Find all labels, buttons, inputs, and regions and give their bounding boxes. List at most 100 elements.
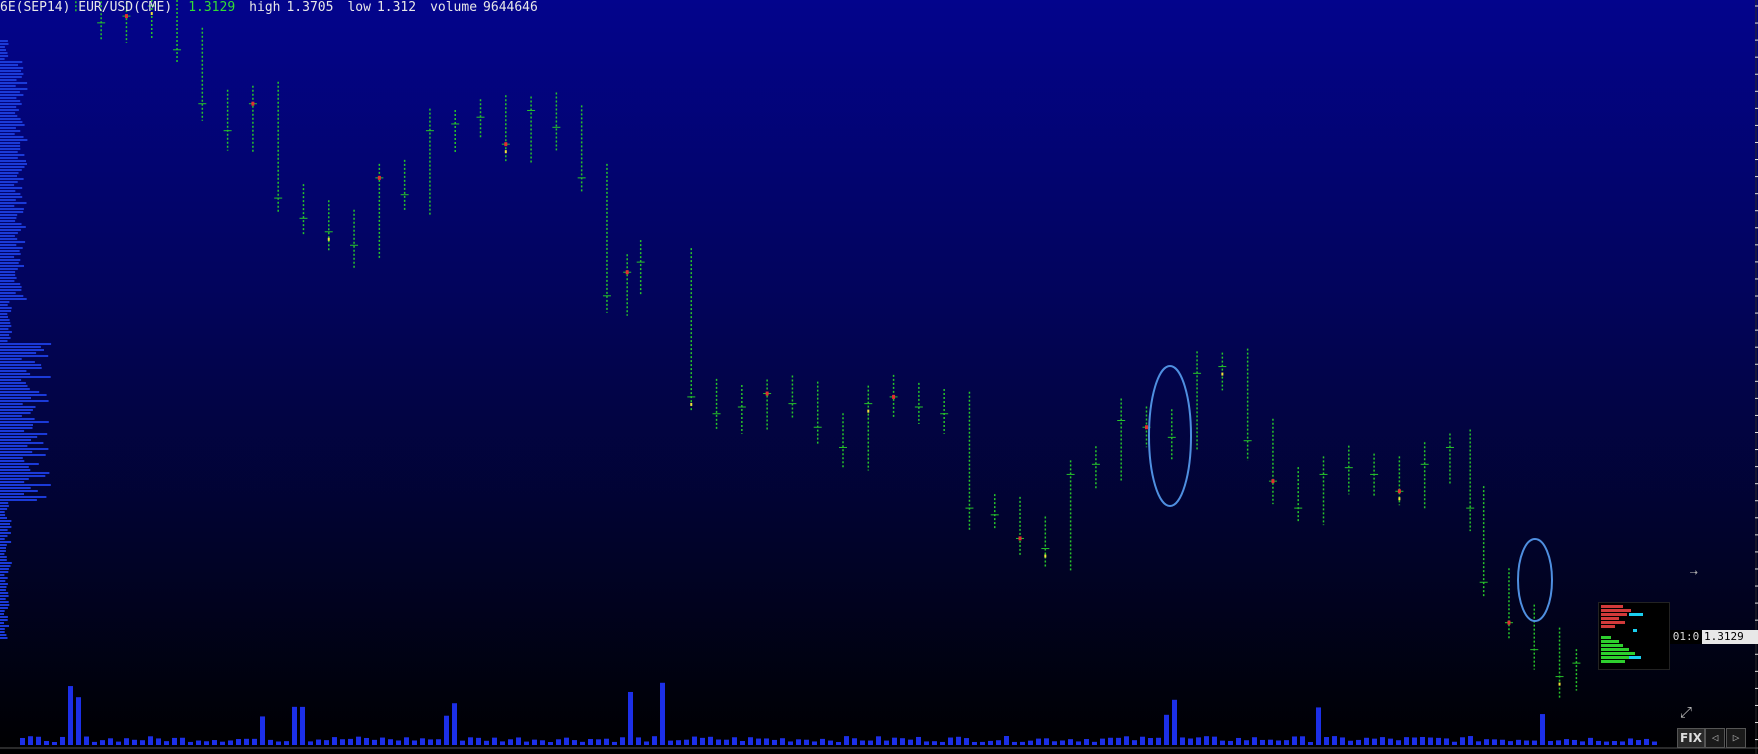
volume-bar bbox=[260, 716, 265, 745]
volume-bar bbox=[228, 740, 233, 745]
volume-bar bbox=[988, 740, 993, 745]
volume-bar bbox=[932, 741, 937, 745]
profile-bar bbox=[0, 286, 22, 288]
profile-bar bbox=[0, 433, 48, 435]
profile-bar bbox=[0, 499, 37, 501]
profile-bar bbox=[0, 151, 18, 153]
profile-bar bbox=[0, 379, 22, 381]
volume-bar bbox=[196, 740, 201, 745]
volume-bar bbox=[836, 741, 841, 745]
profile-bar bbox=[0, 130, 21, 132]
volume-bar bbox=[164, 741, 169, 745]
high-value: 1.3705 bbox=[286, 0, 334, 15]
profile-bar bbox=[0, 487, 31, 489]
volume-bar bbox=[420, 738, 425, 745]
scroll-left-icon[interactable]: ◁ bbox=[1705, 728, 1725, 748]
profile-bar bbox=[0, 568, 9, 570]
high-volume-marker bbox=[377, 175, 381, 180]
volume-bar bbox=[300, 706, 305, 745]
volume-bar bbox=[1212, 736, 1217, 745]
scroll-right-icon[interactable]: ▷ bbox=[1726, 728, 1746, 748]
volume-bar bbox=[1012, 741, 1017, 745]
fix-button[interactable]: FIX bbox=[1677, 728, 1705, 748]
volume-bar bbox=[452, 703, 457, 745]
scroll-right-arrow-icon[interactable]: ⇢ bbox=[1690, 565, 1698, 580]
profile-bar bbox=[0, 436, 38, 438]
volume-bar bbox=[604, 738, 609, 745]
profile-bar bbox=[0, 175, 17, 177]
volume-bar bbox=[252, 738, 257, 745]
profile-bar bbox=[0, 238, 18, 240]
profile-bar bbox=[0, 547, 6, 549]
high-volume-marker bbox=[124, 14, 128, 19]
profile-bar bbox=[0, 475, 46, 477]
profile-bar bbox=[0, 199, 16, 201]
profile-bar bbox=[0, 616, 8, 618]
volume-bar bbox=[548, 741, 553, 745]
volume-bar bbox=[444, 715, 449, 745]
volume-bar bbox=[1452, 741, 1457, 745]
profile-bar bbox=[0, 415, 22, 417]
volume-bar bbox=[1252, 737, 1257, 745]
volume-bar bbox=[1020, 741, 1025, 745]
volume-bar bbox=[1268, 739, 1273, 745]
profile-bar bbox=[0, 43, 9, 45]
volume-bar bbox=[284, 741, 289, 745]
profile-bar bbox=[0, 505, 9, 507]
volume-bar bbox=[1156, 737, 1161, 745]
volume-bar bbox=[868, 740, 873, 745]
profile-bar bbox=[0, 109, 19, 111]
profile-bar bbox=[0, 157, 18, 159]
last-price-marker: 1.3129 bbox=[1702, 630, 1758, 644]
volume-bar bbox=[332, 737, 337, 745]
volume-bar bbox=[1188, 738, 1193, 745]
volume-bar bbox=[1404, 737, 1409, 745]
volume-bar bbox=[1588, 737, 1593, 745]
volume-bar bbox=[340, 739, 345, 745]
high-volume-marker bbox=[625, 270, 629, 275]
volume-bar bbox=[852, 738, 857, 745]
profile-bar bbox=[0, 187, 23, 189]
volume-bar bbox=[916, 736, 921, 745]
profile-bar bbox=[0, 223, 22, 225]
profile-bar bbox=[0, 304, 8, 306]
volume-profile bbox=[0, 40, 52, 639]
profile-bar bbox=[0, 619, 8, 621]
volume-bar bbox=[964, 738, 969, 745]
profile-bar bbox=[0, 418, 35, 420]
volume-bar bbox=[828, 740, 833, 745]
mini-profile-graphic bbox=[1601, 605, 1643, 663]
volume-bar bbox=[732, 737, 737, 745]
volume-bar bbox=[316, 739, 321, 745]
volume-bar bbox=[1244, 740, 1249, 745]
high-label: high bbox=[249, 0, 281, 15]
profile-bar bbox=[0, 484, 51, 486]
volume-bar bbox=[1380, 737, 1385, 745]
profile-bar bbox=[0, 112, 16, 114]
profile-bar bbox=[0, 142, 21, 144]
volume-bar bbox=[812, 741, 817, 745]
profile-bar bbox=[0, 463, 39, 465]
profile-bar bbox=[0, 295, 24, 297]
profile-bar bbox=[0, 301, 10, 303]
profile-bar bbox=[0, 241, 26, 243]
volume-bar bbox=[596, 739, 601, 745]
volume-bar bbox=[508, 739, 513, 745]
profile-bar bbox=[0, 202, 27, 204]
profile-bar bbox=[0, 196, 23, 198]
volume-bar bbox=[1444, 738, 1449, 745]
profile-bar bbox=[0, 394, 47, 396]
expand-icon[interactable]: ⤢ bbox=[1680, 703, 1693, 721]
profile-bar bbox=[0, 601, 9, 603]
volume-bar bbox=[676, 740, 681, 745]
profile-bar bbox=[0, 553, 5, 555]
profile-bar bbox=[0, 403, 23, 405]
volume-bar bbox=[1140, 736, 1145, 745]
profile-bar bbox=[0, 103, 22, 105]
profile-bar bbox=[0, 493, 24, 495]
profile-bar bbox=[0, 466, 29, 468]
profile-bar bbox=[0, 490, 38, 492]
volume-bar bbox=[1612, 741, 1617, 745]
volume-bar bbox=[1580, 741, 1585, 745]
